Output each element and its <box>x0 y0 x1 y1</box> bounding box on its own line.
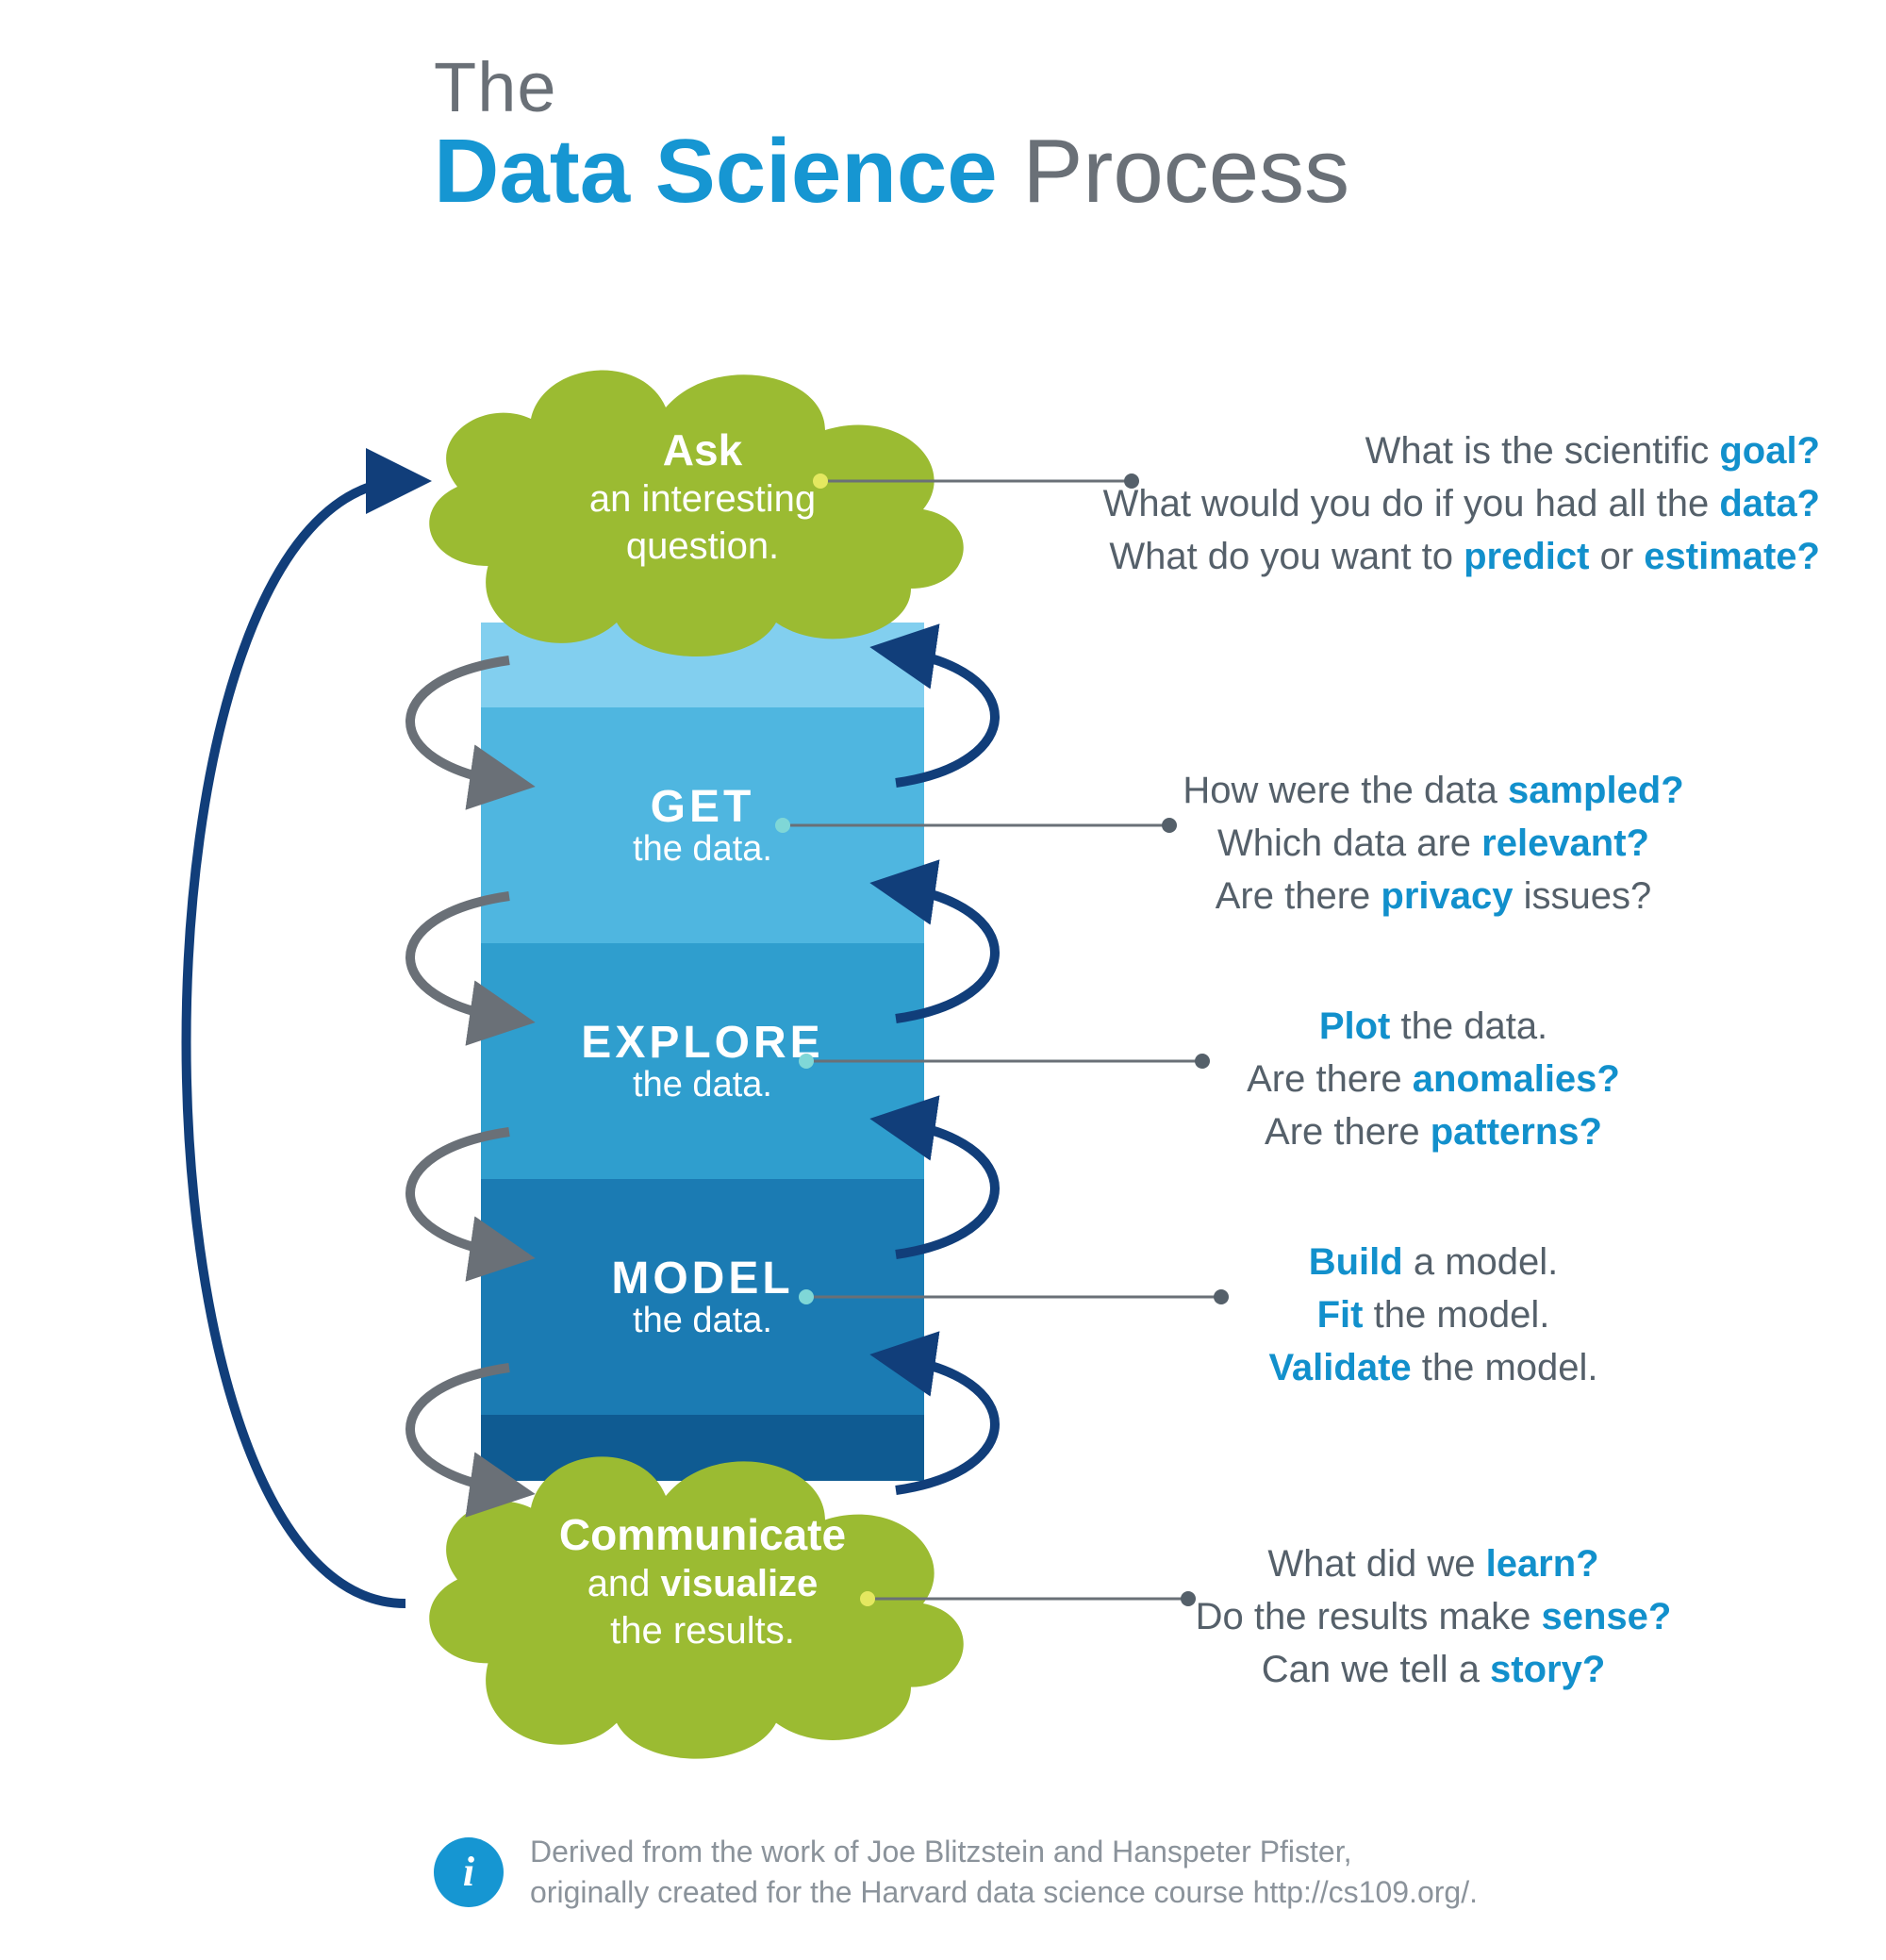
annotation-line: Are there patterns? <box>1047 1105 1820 1158</box>
stage-explore: EXPLOREthe data. <box>481 943 924 1179</box>
stage-sub: the data. <box>633 1065 772 1105</box>
annotation-line: What do you want to predict or estimate? <box>1047 530 1820 583</box>
cloud-ask: Askan interestingquestion. <box>396 340 1009 679</box>
stage-title: MODEL <box>611 1253 793 1304</box>
annotation-line: How were the data sampled? <box>1047 764 1820 817</box>
annotation-step-1: What is the scientific goal?What would y… <box>1047 424 1820 583</box>
annotation-line: Which data are relevant? <box>1047 817 1820 870</box>
stage-sub: the data. <box>633 829 772 870</box>
footer-line-1: Derived from the work of Joe Blitzstein … <box>530 1832 1478 1872</box>
cloud-sub: an interestingquestion. <box>396 475 1009 570</box>
annotation-step-4: Build a model.Fit the model.Validate the… <box>1047 1236 1820 1394</box>
cloud-title: Ask <box>396 424 1009 475</box>
annotation-line: Are there privacy issues? <box>1047 870 1820 922</box>
annotation-line: What is the scientific goal? <box>1047 424 1820 477</box>
footer-text: Derived from the work of Joe Blitzstein … <box>530 1832 1478 1913</box>
stage-get: GETthe data. <box>481 707 924 943</box>
stage-sub: the data. <box>633 1301 772 1341</box>
title-accent: Data Science <box>434 121 998 222</box>
annotation-step-3: Plot the data.Are there anomalies?Are th… <box>1047 1000 1820 1158</box>
title-prefix: The <box>434 47 1349 127</box>
big-loop-arrow <box>187 481 406 1603</box>
cloud-sub: and visualizethe results. <box>396 1560 1009 1654</box>
cloud-communicate: Communicateand visualizethe results. <box>396 1424 1009 1783</box>
stage-model: MODELthe data. <box>481 1179 924 1415</box>
cloud-text: Askan interestingquestion. <box>396 340 1009 570</box>
annotation-step-5: What did we learn?Do the results make se… <box>1047 1537 1820 1696</box>
annotation-line: What would you do if you had all the dat… <box>1047 477 1820 530</box>
annotation-line: Validate the model. <box>1047 1341 1820 1394</box>
annotation-line: Do the results make sense? <box>1047 1590 1820 1643</box>
info-icon: i <box>434 1837 504 1907</box>
annotation-line: Build a model. <box>1047 1236 1820 1288</box>
cloud-text: Communicateand visualizethe results. <box>396 1424 1009 1654</box>
cloud-title: Communicate <box>396 1509 1009 1560</box>
footer-line-2: originally created for the Harvard data … <box>530 1872 1478 1913</box>
infographic-canvas: The Data Science Process GETthe data.EXP… <box>0 0 1886 1960</box>
footer-attribution: i Derived from the work of Joe Blitzstei… <box>434 1832 1478 1913</box>
annotation-line: Can we tell a story? <box>1047 1643 1820 1696</box>
stage-title: EXPLORE <box>581 1017 823 1069</box>
annotation-line: Fit the model. <box>1047 1288 1820 1341</box>
annotation-line: Plot the data. <box>1047 1000 1820 1053</box>
title-main: Data Science Process <box>434 120 1349 224</box>
annotation-line: What did we learn? <box>1047 1537 1820 1590</box>
page-title: The Data Science Process <box>434 47 1349 224</box>
annotation-step-2: How were the data sampled?Which data are… <box>1047 764 1820 922</box>
title-suffix: Process <box>1022 121 1349 222</box>
annotation-line: Are there anomalies? <box>1047 1053 1820 1105</box>
stage-title: GET <box>651 781 755 833</box>
